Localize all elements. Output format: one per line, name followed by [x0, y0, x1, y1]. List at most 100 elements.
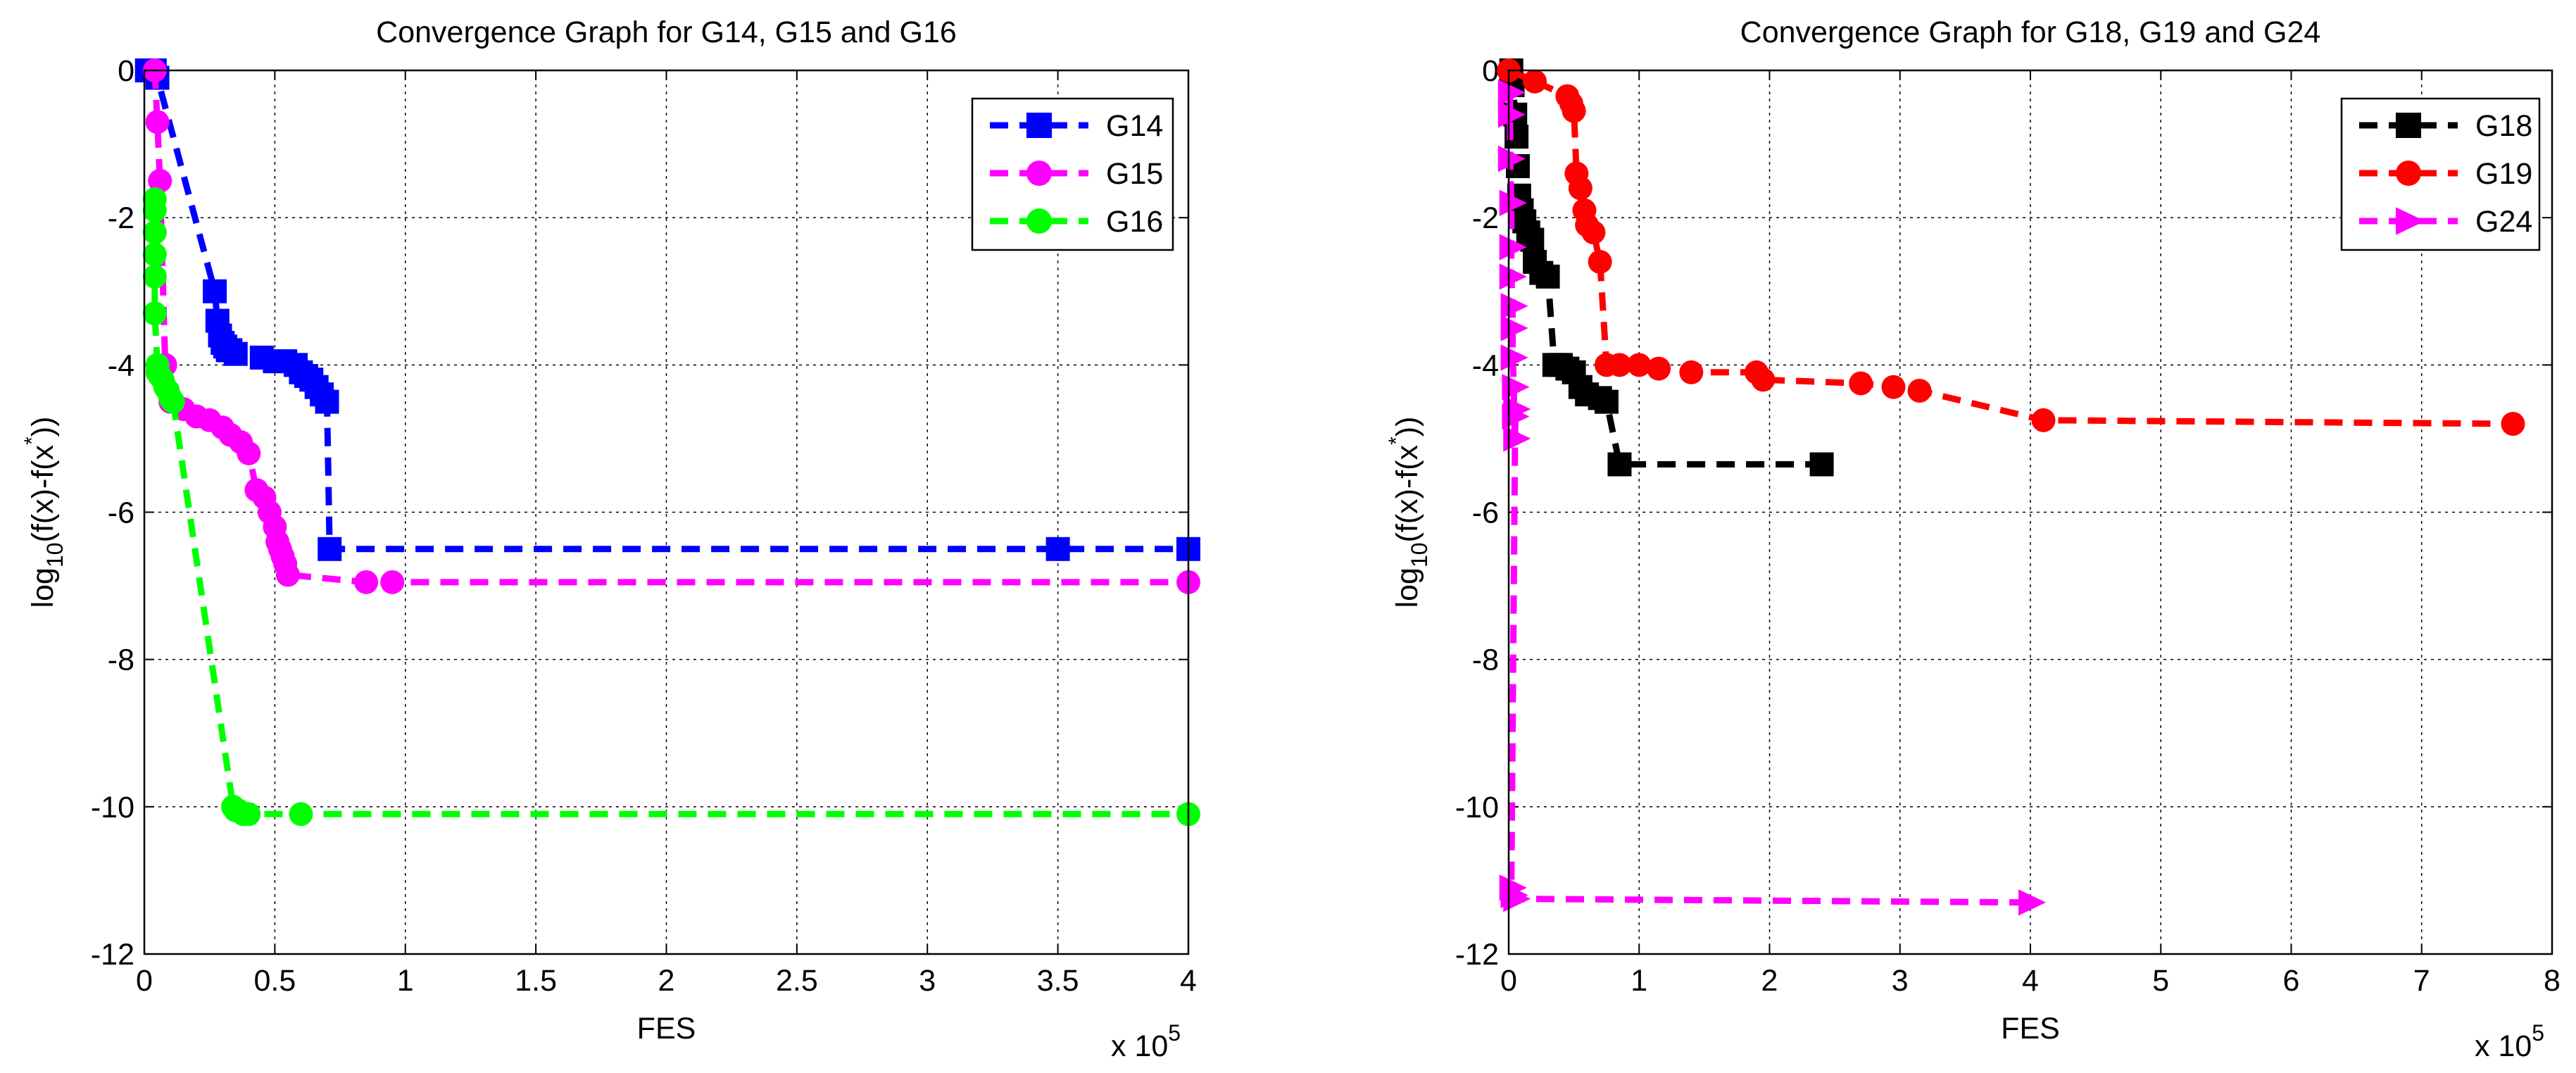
data-point-g24	[1500, 315, 1528, 341]
series-line-g24	[1507, 92, 2031, 906]
x-tick-label: 1	[397, 964, 414, 998]
y-tick-label: -12	[1455, 938, 1499, 972]
y-tick-label: -8	[108, 644, 134, 677]
y-tick-label: 0	[118, 54, 134, 88]
y-tick-label: -12	[91, 938, 134, 972]
x-tick-label: 3	[1892, 964, 1909, 998]
y-label-body: (f(x)-f(x	[26, 444, 60, 542]
y-tick-label: -10	[1455, 791, 1499, 824]
x-tick-label: 6	[2283, 964, 2300, 998]
y-label-close: ))	[1390, 417, 1424, 437]
legend-marker-g15	[1026, 161, 1052, 186]
grid	[144, 70, 1188, 954]
data-point-g24	[2018, 889, 2047, 916]
y-label-body: (f(x)-f(x	[1390, 444, 1424, 542]
data-point-g24	[1503, 425, 1531, 452]
x-tick-label: 0.5	[253, 964, 296, 998]
x-tick-label: 8	[2544, 964, 2561, 998]
legend-label-g24: G24	[2475, 205, 2532, 239]
data-point-g24	[1500, 292, 1528, 320]
axes-frame	[1507, 69, 2553, 955]
data-point-g16	[237, 802, 261, 827]
data-point-g19	[1679, 360, 1704, 384]
x-multiplier-exponent: 5	[2532, 1020, 2544, 1046]
data-point-g19	[1562, 99, 1586, 123]
series-g19	[1497, 58, 2525, 436]
data-point-g19	[1588, 249, 1612, 274]
x-axis-label: FES	[637, 1012, 696, 1046]
x-tick-label: 2	[1761, 964, 1778, 998]
y-label-superscript: *	[1385, 437, 1408, 445]
data-point-g19	[2501, 412, 2525, 436]
data-point-g18	[1535, 264, 1560, 289]
legend-label-g15: G15	[1106, 157, 1163, 191]
data-point-g14	[223, 341, 248, 366]
x-tick-label: 0	[136, 964, 153, 998]
series-g24	[1497, 79, 2047, 916]
x-multiplier-base: x 10	[1111, 1029, 1168, 1063]
data-point-g24	[1499, 234, 1527, 261]
data-point-g19	[1751, 368, 1776, 392]
data-point-g15	[354, 570, 379, 594]
chart-left: 0 0.5 1 1.5 2 2.5 3 3.5 4 0 -2 -4 -6 -8 -10 -12 Converge…	[20, 15, 1200, 1063]
chart-title: Convergence Graph for G14, G15 and G16	[376, 15, 957, 49]
data-point-g19	[1523, 69, 1547, 94]
data-point-g24	[1497, 79, 1526, 106]
data-point-g15	[275, 563, 300, 587]
legend-marker-g24	[2396, 207, 2425, 235]
data-point-g19	[1907, 378, 1932, 403]
data-point-g16	[142, 301, 167, 326]
x-tick-label: 4	[1180, 964, 1197, 998]
legend-label-g19: G19	[2475, 157, 2532, 191]
data-point-g14	[318, 536, 342, 561]
y-tick-label: -2	[108, 201, 134, 235]
x-tick-label: 2.5	[776, 964, 818, 998]
y-label-superscript: *	[20, 437, 44, 445]
legend-marker-g19	[2396, 161, 2421, 186]
y-tick-label: -4	[1472, 349, 1499, 382]
y-label-subscript: 10	[42, 542, 68, 567]
x-tick-label: 3.5	[1037, 964, 1079, 998]
data-point-g19	[1849, 371, 1873, 396]
data-point-g18	[1607, 452, 1632, 477]
data-point-g19	[1881, 375, 1906, 399]
y-tick-label: -8	[1472, 644, 1499, 677]
legend-marker-g18	[2396, 113, 2421, 138]
x-multiplier-exponent: 5	[1168, 1020, 1181, 1046]
y-tick-label: -4	[108, 349, 134, 382]
x-axis-label: FES	[2001, 1012, 2060, 1046]
y-tick-label: -6	[1472, 496, 1499, 530]
data-point-g16	[161, 389, 185, 414]
legend: G14 G15 G16	[971, 97, 1174, 251]
data-point-g19	[1647, 356, 1671, 381]
data-point-g19	[2031, 408, 2056, 432]
data-point-g24	[1503, 396, 1531, 422]
legend-label-g18: G18	[2475, 109, 2532, 143]
data-point-g19	[1607, 353, 1632, 377]
y-axis-label: log10(f(x)-f(x*))	[1385, 417, 1432, 608]
x-tick-label: 1.5	[515, 964, 557, 998]
data-point-g15	[380, 570, 405, 594]
data-point-g16	[142, 242, 167, 267]
y-label-log: log	[26, 567, 60, 608]
data-point-g24	[1497, 145, 1526, 172]
x-tick-label: 2	[658, 964, 675, 998]
chart-right: 0 1 2 3 4 5 6 7 8 0 -2 -4 -6 -8 -10 -12 Convergence Grap…	[1385, 15, 2561, 1063]
y-axis-label: log10(f(x)-f(x*))	[20, 417, 68, 608]
data-point-g24	[1499, 263, 1527, 290]
data-point-g14	[315, 389, 339, 414]
data-point-g16	[289, 802, 313, 827]
y-tick-label: -2	[1472, 201, 1499, 235]
legend-marker-g14	[1026, 113, 1052, 138]
data-point-g16	[142, 264, 167, 289]
data-point-g16	[142, 220, 167, 245]
y-label-close: ))	[26, 417, 60, 437]
data-point-g15	[148, 168, 172, 193]
axes-frame	[143, 69, 1190, 955]
y-label-subscript: 10	[1407, 542, 1432, 567]
y-tick-label: -6	[108, 496, 134, 530]
x-tick-label: 7	[2413, 964, 2430, 998]
y-tick-label: -10	[91, 791, 134, 824]
x-axis-multiplier: x 105	[1111, 1020, 1181, 1063]
